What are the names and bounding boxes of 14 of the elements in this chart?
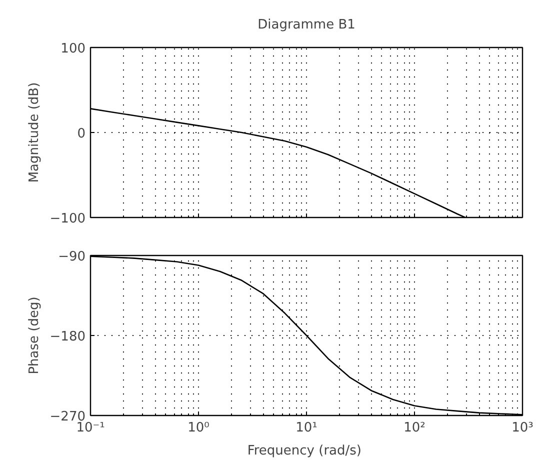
x-tick-label: 10¹	[296, 420, 318, 436]
x-tick-label: 10²	[404, 420, 426, 436]
y-tick-label: −180	[50, 330, 86, 344]
y-tick-label: −90	[58, 250, 86, 264]
x-tick-label: 10³	[512, 420, 534, 436]
y-axis-title: Phase (deg)	[26, 296, 42, 374]
x-tick-label: 10⁰	[188, 420, 210, 436]
y-tick-label: −100	[50, 212, 86, 226]
y-tick-label: 100	[60, 42, 86, 56]
x-tick-label: 10⁻¹	[76, 420, 105, 436]
y-axis-title: Magnitude (dB)	[26, 82, 42, 183]
y-tick-label: 0	[77, 126, 86, 142]
chart-title: Diagramme B1	[258, 18, 356, 32]
x-axis-title: Frequency (rad/s)	[247, 444, 362, 458]
